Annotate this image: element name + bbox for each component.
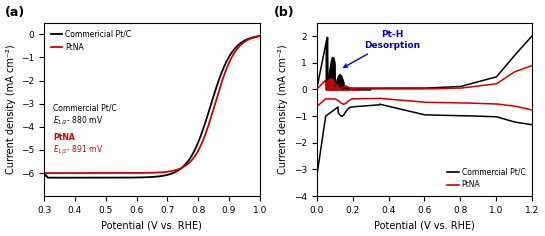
Text: Commercial Pt/C: Commercial Pt/C <box>53 104 117 113</box>
Commericial Pt/C <box>80 176 86 179</box>
Text: (a): (a) <box>5 6 26 19</box>
Text: $E_{1/2}$- 891 mV: $E_{1/2}$- 891 mV <box>53 143 104 156</box>
PtNA <box>168 170 174 173</box>
Legend: Commercial Pt/C, PtNA: Commercial Pt/C, PtNA <box>444 164 529 192</box>
PtNA <box>96 172 103 174</box>
PtNA <box>79 172 86 174</box>
Legend: Commericial Pt/C, PtNA: Commericial Pt/C, PtNA <box>48 27 135 55</box>
Text: PtNA: PtNA <box>53 133 75 142</box>
PtNA <box>185 162 191 165</box>
Commericial Pt/C <box>257 34 263 37</box>
Commericial Pt/C <box>204 116 210 119</box>
X-axis label: Potential (V vs. RHE): Potential (V vs. RHE) <box>101 220 202 230</box>
Commericial Pt/C <box>185 159 192 162</box>
Text: Pt-H
Desorption: Pt-H Desorption <box>344 30 420 67</box>
PtNA <box>138 172 145 174</box>
PtNA <box>41 172 47 174</box>
Commericial Pt/C <box>41 176 47 178</box>
Text: $E_{1/2}$- 880 mV: $E_{1/2}$- 880 mV <box>53 114 104 127</box>
Commericial Pt/C <box>168 172 175 175</box>
Line: Commericial Pt/C: Commericial Pt/C <box>44 36 260 178</box>
PtNA <box>257 35 263 38</box>
X-axis label: Potential (V vs. RHE): Potential (V vs. RHE) <box>374 220 475 230</box>
PtNA <box>203 130 210 133</box>
Commericial Pt/C <box>96 176 103 179</box>
Line: PtNA: PtNA <box>44 36 260 173</box>
Y-axis label: Current density (mA cm⁻²): Current density (mA cm⁻²) <box>278 45 288 174</box>
Y-axis label: Current density (mA cm⁻²): Current density (mA cm⁻²) <box>5 45 16 174</box>
Commericial Pt/C <box>139 176 146 179</box>
Commericial Pt/C <box>47 176 54 179</box>
Text: (b): (b) <box>274 6 294 19</box>
